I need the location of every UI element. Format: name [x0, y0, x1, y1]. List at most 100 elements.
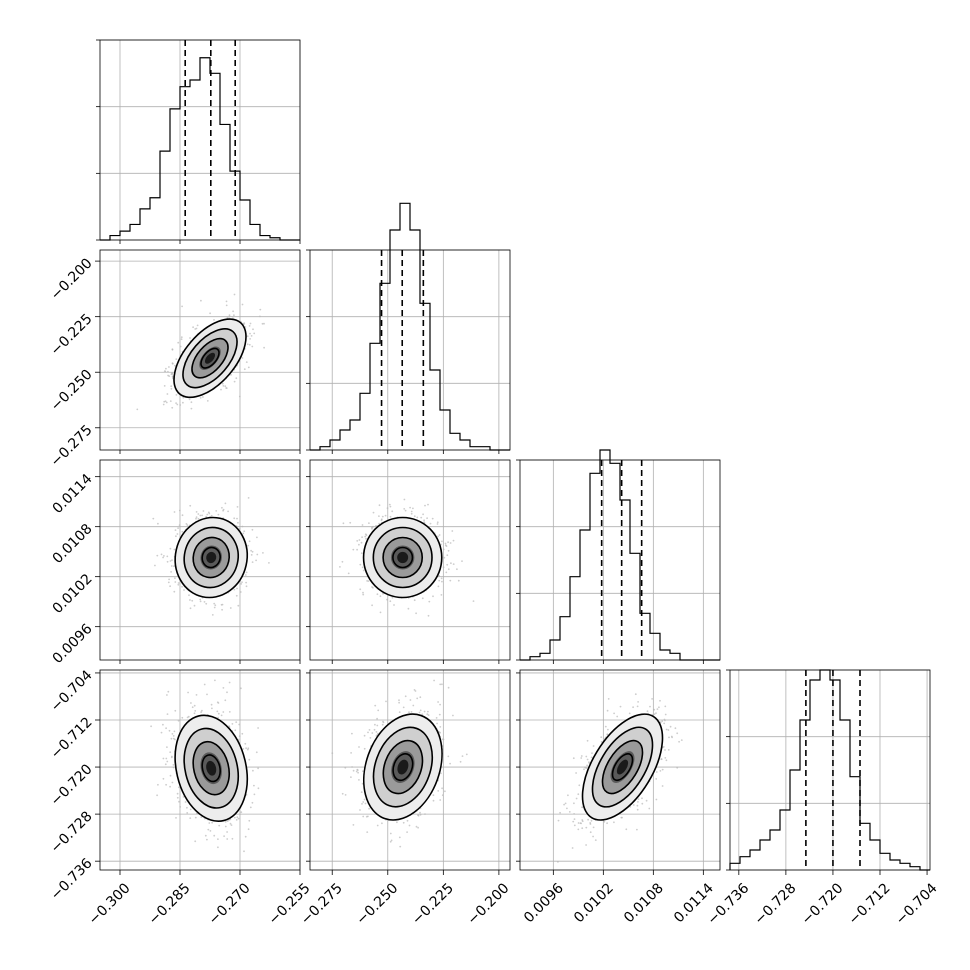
sample-point — [195, 517, 197, 520]
sample-point — [244, 742, 247, 745]
sample-point — [214, 604, 217, 607]
contour-line-1 — [192, 740, 231, 796]
sample-point — [189, 607, 192, 610]
sample-point — [206, 400, 209, 402]
sample-point — [245, 747, 248, 750]
sample-point — [342, 522, 345, 525]
sample-point — [585, 755, 588, 758]
sample-point — [351, 732, 353, 735]
sample-point — [376, 593, 379, 596]
sample-point — [398, 701, 400, 704]
sample-point — [177, 527, 180, 529]
density-frame — [309, 669, 511, 871]
sample-point — [664, 749, 666, 751]
density-fill-4 — [397, 759, 409, 775]
sample-point — [160, 731, 163, 734]
sample-point — [224, 821, 227, 823]
contour-line-1 — [192, 536, 230, 579]
sample-point — [420, 516, 423, 519]
density-panel-2-0 — [99, 459, 301, 661]
y-tick-label-3-0: −0.736 — [48, 855, 96, 903]
sample-point — [399, 845, 402, 848]
sample-point — [235, 819, 238, 821]
sample-point — [439, 799, 442, 801]
sample-point — [174, 581, 177, 583]
sample-point — [386, 598, 388, 601]
sample-point — [655, 798, 658, 801]
sample-point — [388, 503, 391, 506]
sample-point — [247, 366, 250, 369]
sample-point — [229, 607, 232, 609]
sample-point — [671, 736, 673, 739]
sample-point — [233, 588, 236, 591]
sample-point — [440, 577, 443, 580]
sample-point — [162, 723, 164, 726]
sample-point — [176, 792, 179, 795]
sample-point — [380, 519, 383, 522]
sample-point — [636, 705, 639, 708]
sample-point — [171, 781, 174, 784]
sample-point — [590, 756, 593, 759]
sample-point — [169, 547, 172, 550]
sample-point — [206, 838, 208, 841]
sample-point — [194, 840, 197, 843]
sample-point — [390, 839, 393, 842]
sample-point — [396, 821, 398, 824]
contour-line-0 — [392, 546, 414, 569]
sample-point — [200, 299, 202, 302]
sample-point — [247, 497, 250, 499]
sample-point — [243, 368, 246, 371]
sample-point — [173, 548, 176, 551]
sample-point — [616, 715, 619, 718]
sample-point — [187, 691, 190, 694]
sample-point — [363, 798, 366, 801]
sample-point — [442, 566, 445, 569]
sample-point — [669, 725, 672, 728]
sample-point — [604, 725, 607, 728]
sample-point — [447, 541, 449, 544]
sample-point — [171, 733, 174, 735]
contour-line-2 — [372, 526, 433, 589]
sample-point — [246, 343, 249, 346]
sample-point — [429, 522, 432, 525]
sample-point — [247, 828, 250, 831]
sample-point — [245, 581, 248, 584]
sample-point — [351, 766, 353, 768]
sample-point — [452, 714, 454, 717]
sample-point — [437, 790, 440, 792]
sample-point — [606, 709, 609, 712]
sample-point — [371, 732, 374, 734]
sample-point — [376, 824, 379, 827]
sample-point — [362, 591, 364, 594]
sample-point — [436, 722, 438, 725]
sample-point — [376, 724, 379, 727]
sample-point — [355, 770, 358, 773]
sample-point — [586, 739, 589, 742]
sample-point — [250, 335, 253, 337]
sample-point — [251, 561, 254, 563]
sample-point — [571, 847, 574, 849]
sample-point — [245, 585, 248, 588]
sample-point — [663, 718, 666, 721]
sample-point — [259, 308, 262, 311]
sample-point — [363, 734, 366, 737]
sample-point — [243, 530, 246, 533]
sample-point — [163, 555, 165, 557]
sample-point — [449, 762, 451, 765]
sample-point — [661, 720, 664, 723]
sample-point — [170, 385, 173, 388]
sample-point — [676, 732, 679, 735]
sample-point — [465, 753, 468, 756]
sample-point — [358, 539, 361, 541]
sample-point — [182, 796, 185, 798]
sample-point — [360, 552, 363, 555]
sample-point — [255, 751, 258, 754]
sample-point — [169, 751, 172, 754]
sample-point — [241, 581, 243, 583]
sample-point — [162, 556, 165, 559]
sample-point — [423, 519, 425, 522]
sample-point — [231, 723, 234, 725]
sample-point — [182, 396, 185, 399]
sample-point — [175, 535, 177, 538]
sample-point — [164, 763, 167, 766]
